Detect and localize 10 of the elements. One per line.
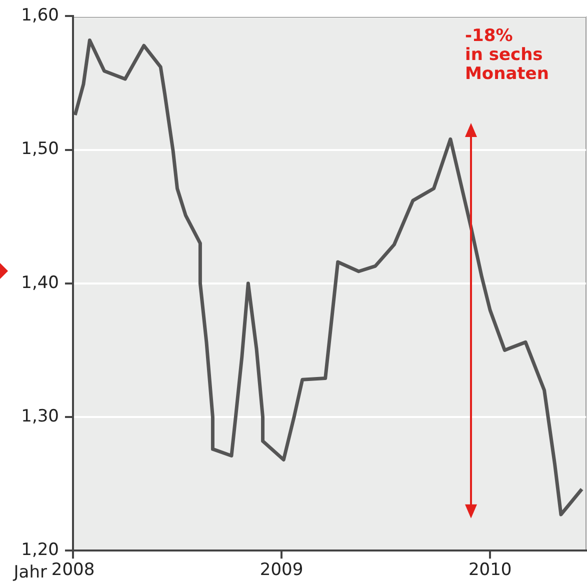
y-tick-label: 1,30 — [21, 406, 59, 426]
x-tick-label: 2008 — [51, 560, 95, 580]
x-tick-label: 2009 — [260, 560, 304, 580]
annotation: -18% in sechs Monaten — [465, 26, 549, 84]
x-axis-title: Jahr — [12, 562, 47, 583]
y-tick-label: 1,60 — [21, 6, 59, 26]
y-tick-label: 1,40 — [21, 272, 59, 293]
x-tick-label: 2010 — [468, 560, 512, 580]
y-tick-label: 1,20 — [21, 540, 59, 560]
y-tick-label: 1,50 — [21, 139, 59, 160]
